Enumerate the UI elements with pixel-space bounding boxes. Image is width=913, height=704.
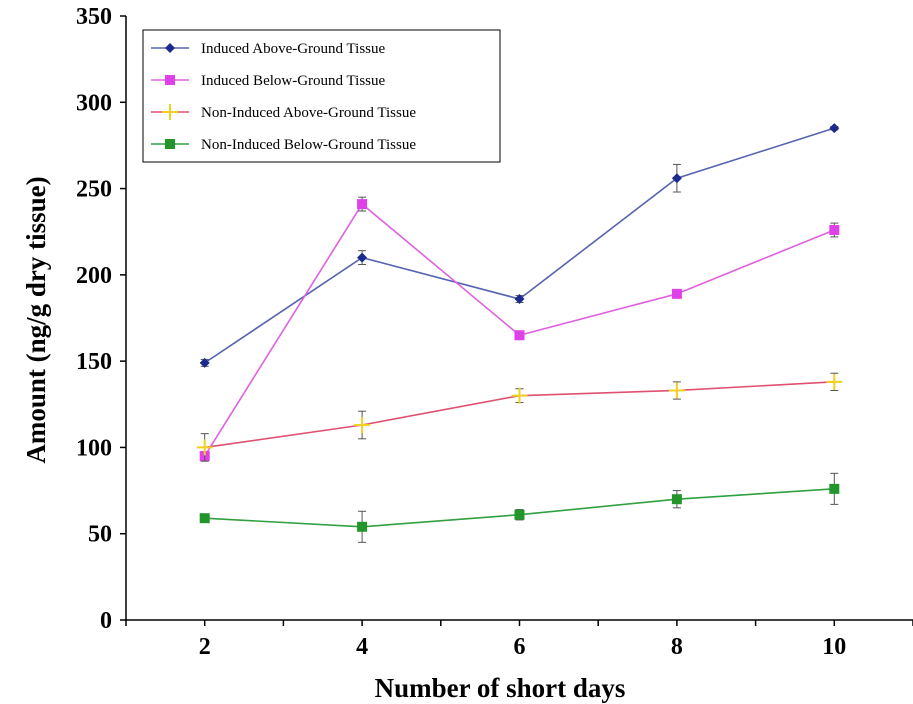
x-axis-title: Number of short days (375, 673, 626, 703)
data-point (199, 357, 210, 368)
legend-item-1: Induced Above-Ground Tissue (151, 41, 386, 57)
data-point (357, 252, 368, 263)
legend-marker (165, 139, 175, 149)
y-tick-label: 100 (76, 435, 112, 461)
data-point (354, 416, 371, 433)
data-point (668, 382, 685, 399)
legend-label: Non-Induced Below-Ground Tissue (201, 137, 416, 153)
data-point (357, 521, 368, 532)
legend-item-3: Non-Induced Above-Ground Tissue (151, 104, 416, 121)
legend: Induced Above-Ground Tissue Induced Below… (142, 29, 501, 163)
data-point (829, 123, 840, 134)
plot-area: 0 50 100 150 200 250 300 350 2 4 6 8 10 (76, 4, 913, 660)
data-point (196, 439, 213, 456)
legend-item-2: Induced Below-Ground Tissue (151, 73, 386, 89)
series-2 (199, 196, 840, 462)
y-tick-label: 350 (76, 4, 112, 30)
y-tick-label: 200 (76, 263, 112, 289)
x-tick-label: 8 (671, 634, 683, 660)
y-axis-title: Amount (ng/g dry tissue) (21, 176, 51, 463)
data-point (511, 387, 528, 404)
data-point (829, 224, 840, 235)
x-tick-label: 6 (514, 634, 526, 660)
series-line (204, 488, 835, 528)
x-tick-label: 4 (356, 634, 368, 660)
x-tick-label: 10 (822, 634, 846, 660)
series-line (204, 127, 835, 364)
data-point (671, 288, 682, 299)
y-tick-label: 150 (76, 349, 112, 375)
data-point (357, 199, 368, 210)
y-tick-label: 0 (100, 608, 112, 634)
data-point (829, 483, 840, 494)
series-4 (199, 472, 840, 543)
legend-label: Non-Induced Above-Ground Tissue (201, 105, 416, 121)
legend-marker (162, 104, 178, 120)
legend-marker (165, 75, 175, 85)
series-1 (199, 123, 840, 368)
x-tick-label: 2 (199, 634, 211, 660)
data-point (199, 513, 210, 524)
y-tick-label: 300 (76, 90, 112, 116)
data-point (671, 173, 682, 184)
legend-marker (165, 43, 175, 53)
series-line (204, 202, 835, 457)
legend-label: Induced Below-Ground Tissue (201, 73, 386, 89)
data-point (514, 509, 525, 520)
legend-label: Induced Above-Ground Tissue (201, 41, 386, 57)
legend-box (142, 29, 501, 163)
data-point (514, 294, 525, 305)
y-tick-label: 50 (88, 522, 112, 548)
y-tick-label: 250 (76, 177, 112, 203)
data-point (826, 373, 843, 390)
data-point (514, 330, 525, 341)
data-point (671, 494, 682, 505)
legend-item-4: Non-Induced Below-Ground Tissue (151, 137, 416, 153)
series-3 (196, 372, 843, 462)
